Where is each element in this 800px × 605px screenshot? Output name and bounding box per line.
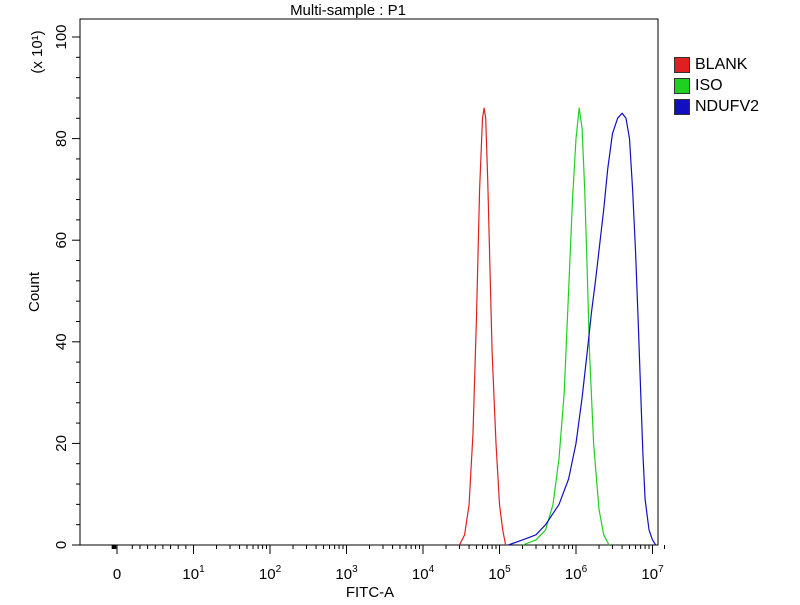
legend: BLANK ISO NDUFV2 <box>674 54 759 117</box>
x-tick-label: 102 <box>259 564 282 583</box>
x-tick-label: 105 <box>488 564 511 583</box>
y-multiplier-label: (x 10¹) <box>29 30 46 73</box>
y-tick-label: 0 <box>53 541 70 549</box>
x-tick-exponent: 5 <box>505 564 511 575</box>
plot-frame <box>79 18 659 546</box>
legend-swatch <box>674 98 690 115</box>
y-tick-label: 60 <box>53 232 70 249</box>
x-axis-title: FITC-A <box>346 584 394 600</box>
y-tick-label: 40 <box>53 333 70 350</box>
x-axis: 0 101 102 103 104 105 106 107 <box>111 545 665 583</box>
x-tick-label: 104 <box>412 564 435 583</box>
legend-item-iso: ISO <box>674 75 759 96</box>
y-axis: 0 20 40 60 80 100 <box>53 24 80 549</box>
legend-label: NDUFV2 <box>695 97 760 115</box>
y-axis-title: Count <box>26 271 43 312</box>
y-tick-label: 100 <box>53 24 70 49</box>
legend-swatch <box>674 77 690 94</box>
x-tick-label: 101 <box>182 564 205 583</box>
x-tick-label: 103 <box>335 564 358 583</box>
y-tick-label: 80 <box>53 130 70 147</box>
chart-title: Multi-sample : P1 <box>290 2 406 19</box>
legend-swatch <box>674 56 690 73</box>
series-line-iso <box>522 107 610 546</box>
x-tick-exponent: 7 <box>658 564 664 575</box>
legend-label: ISO <box>695 76 723 94</box>
x-tick-exponent: 6 <box>582 564 588 575</box>
series-line-ndufv2 <box>507 112 657 546</box>
x-tick-exponent: 3 <box>352 564 358 575</box>
series-layer <box>458 107 657 546</box>
x-tick-label: 107 <box>641 564 664 583</box>
x-tick-exponent: 1 <box>199 564 205 575</box>
x-tick-exponent: 2 <box>276 564 282 575</box>
series-line-blank <box>458 107 507 546</box>
legend-item-blank: BLANK <box>674 54 759 75</box>
x-tick-label: 106 <box>565 564 588 583</box>
legend-label: BLANK <box>695 55 748 73</box>
x-tick-exponent: 4 <box>429 564 435 575</box>
x-tick-label: 0 <box>113 566 121 583</box>
y-tick-label: 20 <box>53 435 70 452</box>
legend-item-ndufv2: NDUFV2 <box>674 96 759 117</box>
